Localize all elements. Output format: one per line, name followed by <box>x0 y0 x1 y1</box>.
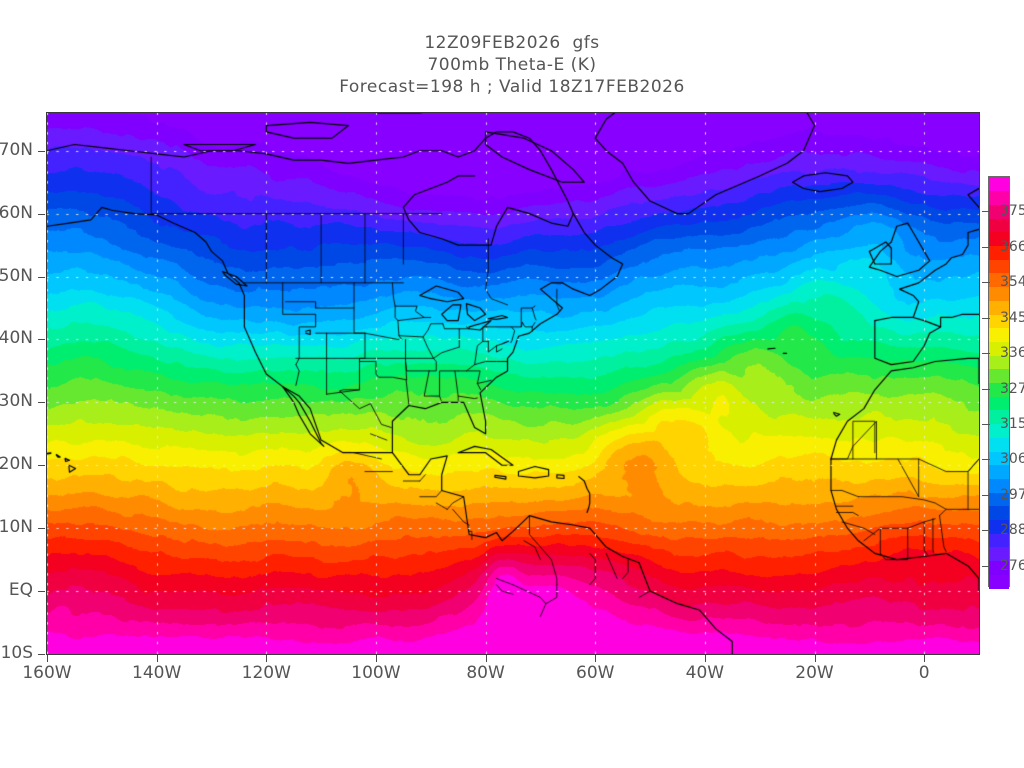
colorbar-segment <box>989 519 1009 534</box>
y-axis-label: 30N <box>0 391 33 412</box>
colorbar-tick <box>982 565 990 567</box>
y-axis-label: 10N <box>0 517 33 538</box>
x-axis-label: 20W <box>795 663 834 683</box>
colorbar-label: 345 <box>1000 309 1024 326</box>
x-axis-label: 0 <box>918 663 930 683</box>
colorbar-segment <box>989 190 1009 205</box>
colorbar-segment <box>989 492 1009 507</box>
colorbar-segment <box>989 423 1009 438</box>
y-axis-label: 10S <box>0 643 33 663</box>
colorbar-segment <box>989 300 1009 315</box>
y-axis-tick <box>38 150 45 152</box>
colorbar-tick <box>982 211 990 213</box>
colorbar-tick <box>982 388 990 390</box>
x-axis-label: 100W <box>351 663 401 683</box>
y-axis-tick <box>38 654 45 655</box>
colorbar-segment <box>989 546 1009 562</box>
colorbar-segment <box>989 451 1009 466</box>
y-axis-tick <box>38 528 45 530</box>
colorbar-segment <box>989 505 1009 521</box>
x-axis-tick <box>375 655 377 662</box>
colorbar-segment <box>989 177 1009 192</box>
y-axis-tick <box>38 276 45 278</box>
colorbar-label: 375 <box>1000 203 1024 220</box>
y-axis-tick <box>38 213 45 215</box>
x-axis-tick <box>47 655 48 662</box>
x-axis-tick <box>924 655 926 662</box>
colorbar-segment <box>989 259 1009 274</box>
x-axis-tick <box>704 655 706 662</box>
colorbar-segment <box>989 574 1009 589</box>
colorbar-segment <box>989 245 1009 260</box>
colorbar-segment <box>989 437 1009 452</box>
colorbar-label: 297 <box>1000 486 1024 503</box>
colorbar-segment <box>989 272 1009 288</box>
y-axis-label: 70N <box>0 139 33 160</box>
x-axis-tick <box>814 655 816 662</box>
colorbar-segment <box>989 231 1009 247</box>
colorbar-segment <box>989 464 1009 479</box>
colorbar-segment <box>989 368 1009 384</box>
y-axis-label: 60N <box>0 202 33 223</box>
colorbar-segment <box>989 355 1009 370</box>
x-axis-label: 120W <box>241 663 291 683</box>
colorbar-tick <box>982 494 990 496</box>
colorbar-tick <box>982 317 990 319</box>
colorbar-tick <box>982 459 990 461</box>
colorbar-segment <box>989 341 1009 356</box>
colorbar-segment <box>989 560 1009 575</box>
colorbar-tick <box>982 424 990 426</box>
y-axis-tick <box>38 402 45 404</box>
y-axis-tick <box>38 465 45 467</box>
colorbar-label: 276 <box>1000 557 1024 574</box>
x-axis-label: 40W <box>685 663 725 683</box>
theta-e-map-panel[interactable] <box>46 112 980 655</box>
colorbar-segment <box>989 286 1009 301</box>
colorbar-segment <box>989 396 1009 411</box>
colorbar-tick <box>982 353 990 355</box>
title-line-forecast: Forecast=198 h ; Valid 18Z17FEB2026 <box>339 77 685 97</box>
colorbar-segment <box>989 382 1009 397</box>
colorbar-label: 366 <box>1000 238 1024 255</box>
x-axis-tick <box>595 655 597 662</box>
y-axis-tick <box>38 339 45 341</box>
colorbar-label: 336 <box>1000 345 1024 362</box>
title-line-model: 12Z09FEB2026 gfs <box>424 33 600 53</box>
colorbar-label: 306 <box>1000 451 1024 468</box>
x-axis-tick <box>266 655 268 662</box>
colorbar-segment <box>989 314 1009 329</box>
x-axis-tick <box>156 655 158 662</box>
y-axis-tick <box>38 591 45 593</box>
colorbar-segment <box>989 218 1009 233</box>
x-axis-label: 160W <box>22 663 72 683</box>
colorbar-label: 288 <box>1000 522 1024 539</box>
colorbar-label: 327 <box>1000 380 1024 397</box>
x-axis-label: 60W <box>576 663 615 683</box>
colorbar-segment <box>989 478 1009 493</box>
colorbar-segment <box>989 533 1009 548</box>
theta-e-colorbar[interactable] <box>988 176 1010 589</box>
y-axis-label: 50N <box>0 265 33 286</box>
colorbar-label: 354 <box>1000 274 1024 291</box>
colorbar-tick <box>982 282 990 284</box>
colorbar-tick <box>982 246 990 248</box>
y-axis-label: 20N <box>0 454 33 475</box>
x-axis-tick <box>485 655 487 662</box>
colorbar-tick <box>982 530 990 532</box>
x-axis-label: 80W <box>466 663 505 683</box>
y-axis-label: EQ <box>8 580 33 601</box>
theta-e-field-canvas <box>47 113 979 654</box>
colorbar-segment <box>989 327 1009 342</box>
colorbar-label: 315 <box>1000 416 1024 433</box>
chart-title-block: 12Z09FEB2026 gfs 700mb Theta-E (K) Forec… <box>0 32 1024 98</box>
title-line-variable: 700mb Theta-E (K) <box>427 55 597 75</box>
colorbar-segment <box>989 204 1009 219</box>
y-axis-label: 40N <box>0 328 33 349</box>
colorbar-segment <box>989 409 1009 425</box>
x-axis-label: 140W <box>132 663 182 683</box>
